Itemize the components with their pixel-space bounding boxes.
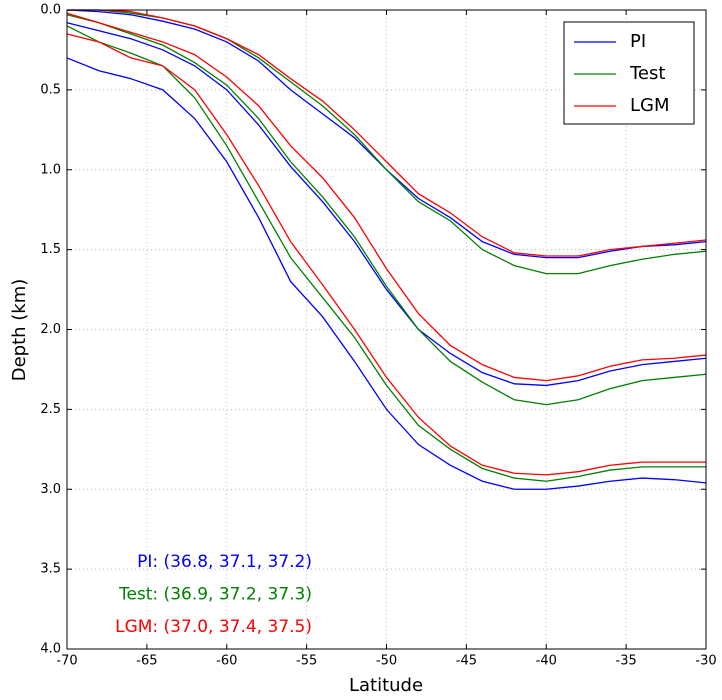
plot-frame xyxy=(66,9,707,650)
series-line xyxy=(66,14,707,406)
x-tick-label: -60 xyxy=(216,654,237,669)
annotation: PI: (36.8, 37.1, 37.2) xyxy=(137,552,312,572)
series-line xyxy=(66,25,706,482)
y-tick-label: 0.5 xyxy=(40,82,61,97)
series-line xyxy=(66,12,707,382)
x-tick-label: -65 xyxy=(136,654,157,669)
series-line xyxy=(67,9,707,257)
x-tick-label: -40 xyxy=(536,654,557,669)
legend: PI Test LGM xyxy=(563,21,695,125)
y-tick-label: 3.0 xyxy=(40,482,61,497)
y-axis-label: Depth (km) xyxy=(9,279,30,382)
y-tick-label: 2.5 xyxy=(40,402,61,417)
legend-label: LGM xyxy=(630,95,670,116)
legend-box xyxy=(563,21,695,125)
y-tick-label: 4.0 xyxy=(40,642,61,657)
x-tick-label: -55 xyxy=(296,654,317,669)
y-tick-label: 1.0 xyxy=(40,162,61,177)
x-tick-label: -35 xyxy=(616,654,637,669)
legend-label: Test xyxy=(629,63,665,84)
y-tick-label: 2.0 xyxy=(40,322,61,337)
legend-label: PI xyxy=(630,31,646,52)
series-line xyxy=(66,57,707,490)
x-tick-label: -50 xyxy=(376,654,397,669)
series-line xyxy=(66,33,706,476)
annotation: LGM: (37.0, 37.4, 37.5) xyxy=(115,617,312,637)
y-tick-label: 0.0 xyxy=(40,3,61,18)
y-tick-label: 3.5 xyxy=(40,562,61,577)
series-line xyxy=(66,22,707,387)
y-tick-label: 1.5 xyxy=(40,242,61,257)
x-axis-label: Latitude xyxy=(349,675,423,696)
x-tick-label: -45 xyxy=(456,654,477,669)
x-tick-label: -70 xyxy=(56,654,77,669)
x-tick-label: -30 xyxy=(695,654,716,669)
annotation: Test: (36.9, 37.2, 37.3) xyxy=(118,585,312,605)
